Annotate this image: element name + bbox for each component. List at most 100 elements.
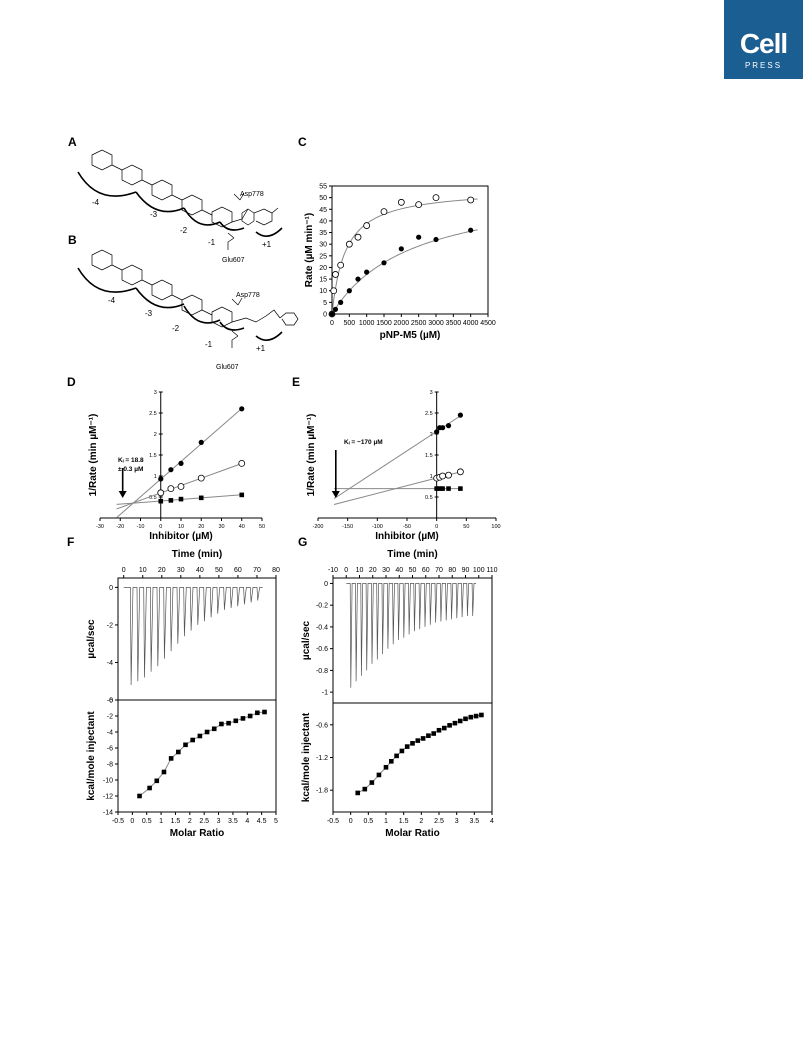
top-y-tick-label-3: -0.4 <box>316 624 328 631</box>
bottom-x-tick-label-1: 0 <box>349 818 353 825</box>
data-point-s0-7 <box>380 208 388 216</box>
bottom-x-tick-label-1: 0 <box>130 818 134 825</box>
data-point-17 <box>262 709 267 715</box>
data-point-s1-9 <box>433 236 439 243</box>
bottom-y-tick-label-4: -6 <box>107 746 113 753</box>
subsite-a-1: -3 <box>150 210 158 219</box>
bottom-y-tick-label-3: -8 <box>107 762 113 769</box>
bottom-x-tick-label-9: 4 <box>490 818 494 825</box>
data-point-16 <box>447 723 452 728</box>
panel-label-a: A <box>68 135 77 149</box>
data-point-22 <box>479 712 484 718</box>
data-point-9 <box>204 729 210 735</box>
binding-fit <box>139 711 265 797</box>
top-x-tick-label-7: 60 <box>422 567 430 574</box>
top-y-tick-label-5: 0 <box>324 581 328 588</box>
chart-d: D -30 -20 -10 0 10 20 30 40 50 0.5 1 1.5 2 2.5 3 Inhibit… <box>67 375 265 542</box>
x-tick-label-0: 0 <box>330 320 334 327</box>
chart-c: C 0 500 1000 1500 2000 2500 3000 3500 4000 4500 0 5 1… <box>298 135 496 341</box>
top-x-axis-label: Time (min) <box>172 549 222 560</box>
data-point-s2-1 <box>168 498 174 503</box>
data-point-s1-2 <box>177 483 185 490</box>
data-point-s2-4 <box>458 486 463 491</box>
top-x-tick-label-7: 70 <box>253 567 261 574</box>
data-point-20 <box>468 714 474 720</box>
data-point-s1-0 <box>329 311 335 317</box>
bottom-y-axis-label: kcal/mole injectant <box>301 712 312 802</box>
bottom-x-tick-label-2: 0.5 <box>363 818 373 825</box>
x-tick-label-1: -150 <box>342 524 353 530</box>
top-x-tick-label-11: 100 <box>473 567 485 574</box>
subsite-b-0: -4 <box>108 296 116 305</box>
y-tick-label-11: 55 <box>319 184 327 191</box>
x-tick-label-5: 50 <box>463 524 469 530</box>
top-x-tick-label-3: 20 <box>369 567 377 574</box>
bottom-frame <box>332 702 493 813</box>
data-point-0 <box>355 790 361 796</box>
data-point-s0-0 <box>158 476 164 482</box>
x-tick-label-6: 3000 <box>428 320 444 327</box>
bottom-x-tick-label-6: 2.5 <box>199 818 209 825</box>
bottom-x-tick-label-11: 5 <box>274 818 278 825</box>
data-point-2 <box>369 780 375 785</box>
x-tick-label-5: 20 <box>198 524 204 530</box>
data-point-7 <box>190 737 195 743</box>
bottom-x-axis-label: Molar Ratio <box>385 828 439 839</box>
y-tick-label-5: 3 <box>430 390 433 396</box>
data-point-s0-2 <box>178 460 184 466</box>
bottom-x-tick-label-5: 2 <box>188 818 192 825</box>
data-point-s0-4 <box>239 406 245 412</box>
x-tick-label-8: 50 <box>259 524 265 530</box>
data-point-s0-3 <box>198 439 204 445</box>
x-tick-label-4: 10 <box>178 524 184 530</box>
top-y-axis-label: µcal/sec <box>86 619 97 659</box>
logo-word: Cell <box>739 28 788 59</box>
data-point-18 <box>457 718 463 724</box>
x-tick-label-3: 0 <box>159 524 162 530</box>
bottom-x-tick-label-3: 1 <box>159 818 163 825</box>
bottom-y-tick-label-2: -10 <box>103 778 113 785</box>
data-point-s0-6 <box>363 222 371 229</box>
top-x-tick-label-8: 70 <box>435 567 443 574</box>
x-tick-label-7: 40 <box>239 524 245 530</box>
bottom-y-tick-label-7: 0 <box>109 698 113 705</box>
data-point-s0-10 <box>432 194 440 202</box>
top-y-tick-label-2: -2 <box>107 622 113 629</box>
data-point-s2-3 <box>446 486 451 491</box>
x-tick-label-2: -100 <box>372 524 383 530</box>
bottom-y-tick-label-0: -1.8 <box>316 788 328 795</box>
y-axis-label: 1/Rate (min µM⁻¹) <box>306 414 317 497</box>
x-tick-label-3: -50 <box>403 524 411 530</box>
data-point-14 <box>240 716 246 721</box>
data-point-s0-4 <box>345 240 353 248</box>
data-point-s0-8 <box>397 198 405 206</box>
data-point-s0-2 <box>440 425 446 431</box>
x-tick-label-5: 2500 <box>411 320 427 327</box>
data-point-s0-3 <box>445 423 452 429</box>
top-x-tick-label-10: 90 <box>462 567 470 574</box>
data-point-s1-3 <box>346 288 352 294</box>
panel-label-d: D <box>67 375 76 389</box>
data-point-s2-0 <box>158 498 164 504</box>
ki-arrow-head <box>331 491 340 498</box>
top-y-tick-label-4: -0.2 <box>316 603 328 610</box>
structure-a: -4 -3 -2 -1 +1 Asp778 Glu607 <box>77 149 283 264</box>
residue-a-asp: Asp778 <box>240 191 264 198</box>
data-point-s1-1 <box>167 485 175 493</box>
data-point-s2-1 <box>437 486 442 491</box>
x-tick-label-1: 500 <box>343 320 355 327</box>
top-x-tick-label-5: 50 <box>215 567 223 574</box>
structure-b: -4 -3 -2 -1 +1 Asp778 Glu607 <box>77 249 299 371</box>
panel-label-f: F <box>67 535 74 549</box>
data-point-s1-4 <box>355 276 361 282</box>
data-point-13 <box>431 731 436 736</box>
data-point-s0-2 <box>332 271 339 278</box>
y-tick-label-4: 2.5 <box>149 411 157 417</box>
bottom-frame <box>117 699 277 813</box>
top-y-tick-label-2: -0.6 <box>316 646 328 653</box>
data-point-4 <box>383 765 389 770</box>
top-x-tick-label-9: 80 <box>448 567 456 574</box>
y-tick-label-10: 50 <box>319 195 327 202</box>
